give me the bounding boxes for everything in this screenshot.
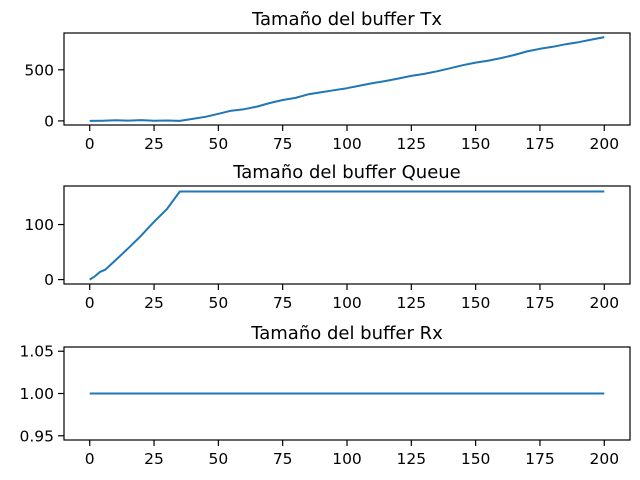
x-tick-label: 125 bbox=[397, 135, 427, 153]
y-tick-label: 1.00 bbox=[19, 385, 54, 403]
x-tick-label: 200 bbox=[589, 450, 619, 468]
series-line bbox=[89, 36, 605, 122]
x-tick-label: 150 bbox=[461, 135, 491, 153]
x-tick-label: 200 bbox=[589, 135, 619, 153]
subplot-title: Tamaño del buffer Queue bbox=[232, 162, 461, 183]
x-tick-label: 150 bbox=[461, 294, 491, 312]
x-tick-label: 25 bbox=[144, 135, 164, 153]
x-tick-label: 25 bbox=[144, 294, 164, 312]
subplot-2: Tamaño del buffer Queue 0 25 50 75 100 125 150 1… bbox=[24, 162, 631, 312]
x-tick-label: 75 bbox=[273, 294, 293, 312]
subplot-title: Tamaño del buffer Rx bbox=[250, 323, 443, 344]
y-tick-label: 0.95 bbox=[19, 427, 54, 445]
x-tick-label: 125 bbox=[397, 294, 427, 312]
x-tick-label: 200 bbox=[589, 294, 619, 312]
x-tick-label: 75 bbox=[273, 135, 293, 153]
series-line bbox=[89, 190, 605, 281]
subplot-1: Tamaño del buffer Tx 0 25 50 75 100 125 150 175 2… bbox=[24, 9, 631, 153]
x-tick-label: 175 bbox=[525, 294, 555, 312]
x-tick-label: 175 bbox=[525, 450, 555, 468]
x-tick-label: 100 bbox=[332, 450, 362, 468]
x-tick-label: 0 bbox=[85, 294, 95, 312]
subplot-title: Tamaño del buffer Tx bbox=[251, 9, 442, 30]
axes-frame bbox=[63, 185, 631, 285]
x-tick-label: 100 bbox=[332, 294, 362, 312]
axes-frame bbox=[63, 32, 631, 126]
y-tick-label: 0 bbox=[44, 112, 54, 130]
x-tick-label: 50 bbox=[208, 135, 228, 153]
y-tick-label: 1.05 bbox=[19, 343, 54, 361]
x-tick-label: 175 bbox=[525, 135, 555, 153]
x-tick-label: 0 bbox=[85, 450, 95, 468]
y-tick-label: 0 bbox=[44, 271, 54, 289]
x-tick-label: 150 bbox=[461, 450, 491, 468]
x-tick-label: 50 bbox=[208, 450, 228, 468]
x-tick-label: 50 bbox=[208, 294, 228, 312]
y-tick-label: 100 bbox=[24, 216, 54, 234]
x-tick-label: 25 bbox=[144, 450, 164, 468]
subplot-3: Tamaño del buffer Rx 0 25 50 75 100 125 150 175 2… bbox=[19, 323, 631, 468]
x-tick-label: 75 bbox=[273, 450, 293, 468]
x-tick-label: 125 bbox=[397, 450, 427, 468]
y-tick-label: 500 bbox=[24, 61, 54, 79]
x-tick-label: 0 bbox=[85, 135, 95, 153]
x-tick-label: 100 bbox=[332, 135, 362, 153]
